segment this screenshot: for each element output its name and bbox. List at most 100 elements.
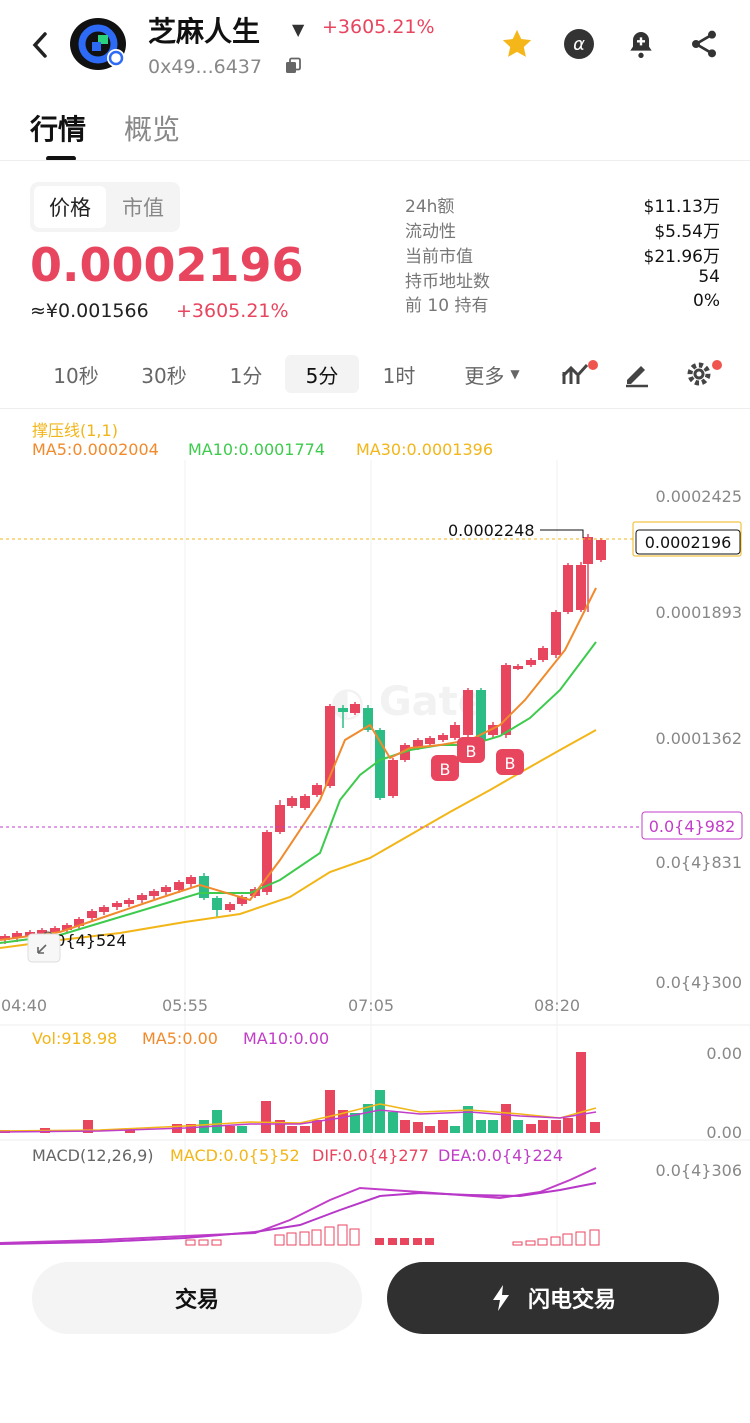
stat-label: 持币地址数 — [405, 272, 490, 292]
candlestick-chart[interactable]: ◐ Gate 0.0002196 0.0{4}982 0.0002248 0.0… — [0, 460, 750, 1250]
volume-bar — [300, 1126, 310, 1133]
volume-axis-label: 0.00 — [706, 1044, 742, 1063]
candles — [0, 534, 606, 944]
indicator-icon[interactable] — [560, 358, 600, 394]
settings-icon[interactable] — [684, 358, 724, 394]
volume-bar — [83, 1120, 93, 1133]
share-icon[interactable] — [686, 26, 722, 62]
price-change: +3605.21% — [176, 300, 289, 322]
macd-bar — [198, 1239, 209, 1246]
candle-body — [186, 877, 196, 884]
volume-bar — [425, 1126, 435, 1133]
tab-overview[interactable]: 概览 — [124, 113, 181, 146]
tab-market[interactable]: 行情 — [30, 113, 87, 146]
candle-body — [112, 903, 122, 907]
back-button[interactable] — [30, 30, 50, 68]
macd-bar — [274, 1234, 285, 1246]
volume-bar — [501, 1104, 511, 1133]
dif-line — [0, 1167, 597, 1244]
candle-body — [488, 725, 498, 735]
candle-body — [174, 882, 184, 890]
price-axis-label: 0.0001893 — [655, 603, 742, 622]
macd-bar — [400, 1238, 409, 1245]
macd-bars — [0, 1167, 600, 1246]
buy-marker: B — [466, 742, 477, 761]
candle-body — [225, 904, 235, 910]
volume-bar — [275, 1120, 285, 1133]
ma10-line — [0, 641, 597, 944]
timeframe-1h[interactable]: 1时 — [382, 363, 416, 388]
last-price-label: 0.0002196 — [645, 533, 732, 552]
macd-axis-label: 0.0{4}306 — [655, 1161, 742, 1180]
draw-icon[interactable] — [622, 360, 652, 392]
top-bar: 芝麻人生 ▼ +3605.21% 0x49...6437 α — [0, 0, 750, 100]
alpha-icon[interactable]: α — [561, 26, 597, 62]
copy-icon[interactable] — [284, 57, 302, 79]
stat-label: 流动性 — [405, 222, 456, 242]
price-axis: 0.0002425 0.0001893 0.0001362 0.0{4}831 … — [655, 487, 742, 992]
candle-body — [388, 760, 398, 796]
timeframe-5m[interactable]: 5分 — [285, 355, 359, 393]
header-change: +3605.21% — [322, 16, 435, 38]
candle-body — [12, 933, 22, 938]
candle-body — [413, 740, 423, 748]
price-axis-label: 0.0002425 — [655, 487, 742, 506]
price-axis-label: 0.0{4}300 — [655, 973, 742, 992]
stat-value: $5.54万 — [654, 222, 720, 242]
price-axis-label: 0.0001362 — [655, 729, 742, 748]
volume-bar — [400, 1120, 410, 1133]
expand-icon — [37, 944, 47, 954]
macd-bar — [337, 1224, 348, 1246]
macd-bar — [311, 1229, 322, 1246]
candle-body — [538, 648, 548, 660]
candle-body — [513, 666, 523, 669]
toggle-market-cap[interactable]: 市值 — [122, 196, 164, 220]
volume-bar — [513, 1120, 523, 1133]
toggle-price[interactable]: 价格 — [34, 186, 106, 228]
volume-bar — [488, 1120, 498, 1133]
candle-body — [350, 704, 360, 713]
volume-bar — [438, 1120, 448, 1133]
candle-body — [551, 612, 561, 655]
macd-bar — [299, 1231, 310, 1246]
volume-bar — [261, 1101, 271, 1133]
volume-bar — [538, 1120, 548, 1133]
vol-ma10-label: MA10:0.00 — [243, 1029, 330, 1048]
buy-markers: B B B — [431, 737, 524, 781]
flash-trade-button[interactable]: 闪电交易 — [387, 1262, 719, 1334]
volume-bar — [186, 1124, 196, 1133]
svg-text:α: α — [573, 34, 585, 55]
candle-body — [137, 895, 147, 900]
timeframe-more[interactable]: 更多 ▼ — [452, 355, 532, 393]
divider — [0, 160, 750, 161]
contract-address: 0x49...6437 — [148, 56, 262, 78]
bell-plus-icon[interactable] — [623, 26, 659, 62]
timeframe-30s[interactable]: 30秒 — [141, 363, 187, 388]
candle-body — [262, 832, 272, 892]
ma10-label: MA10:0.0001774 — [188, 440, 326, 459]
macd-bar — [562, 1233, 573, 1246]
buy-marker: B — [505, 754, 516, 773]
macd-bar — [575, 1231, 586, 1246]
current-price: 0.0002196 — [30, 238, 304, 292]
buy-marker: B — [440, 760, 451, 779]
candle-body — [149, 891, 159, 896]
timeframe-10s[interactable]: 10秒 — [53, 363, 99, 388]
time-axis: 04:40 05:55 07:05 08:20 — [1, 996, 580, 1015]
macd-bar — [349, 1228, 360, 1246]
caret-down-icon[interactable]: ▼ — [292, 20, 305, 39]
volume-bar — [463, 1106, 473, 1133]
low-marker-label: 0.0{4}524 — [40, 931, 127, 950]
volume-bar — [551, 1120, 561, 1133]
star-icon[interactable] — [499, 26, 535, 62]
token-logo — [70, 18, 126, 70]
candle-body — [363, 708, 373, 730]
stat-value: 0% — [693, 291, 720, 311]
volume-bar — [350, 1113, 360, 1133]
ma5-label: MA5:0.0002004 — [32, 440, 159, 459]
timeframe-1m[interactable]: 1分 — [229, 363, 263, 388]
trade-button[interactable]: 交易 — [32, 1262, 362, 1334]
last-price-box — [632, 521, 742, 557]
macd-bar — [525, 1240, 536, 1246]
candle-body — [576, 565, 586, 610]
